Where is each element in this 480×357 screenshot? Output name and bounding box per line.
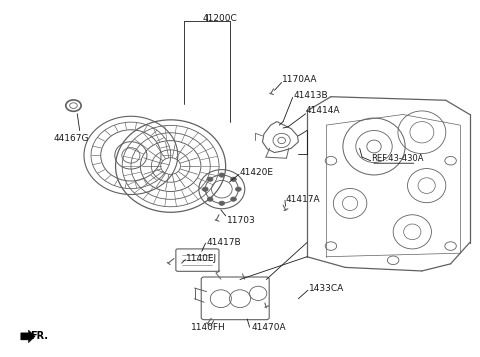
- Text: 1140EJ: 1140EJ: [186, 255, 217, 263]
- Circle shape: [207, 177, 213, 181]
- Text: 41414A: 41414A: [306, 106, 340, 115]
- Text: 11703: 11703: [227, 216, 255, 225]
- Circle shape: [203, 187, 208, 191]
- Circle shape: [207, 197, 213, 201]
- Text: 41200C: 41200C: [203, 14, 237, 23]
- Text: 41417A: 41417A: [286, 195, 321, 203]
- Text: 1140FH: 1140FH: [191, 323, 226, 332]
- Circle shape: [236, 187, 241, 191]
- Text: 41470A: 41470A: [252, 323, 286, 332]
- Circle shape: [230, 177, 236, 181]
- Circle shape: [230, 197, 236, 201]
- Text: FR.: FR.: [30, 331, 48, 341]
- Text: 1170AA: 1170AA: [282, 75, 318, 84]
- Text: REF.43-430A: REF.43-430A: [371, 155, 424, 164]
- Circle shape: [219, 201, 225, 205]
- Text: 41417B: 41417B: [206, 238, 241, 247]
- Text: 1433CA: 1433CA: [309, 284, 344, 293]
- Polygon shape: [21, 330, 35, 343]
- Circle shape: [219, 173, 225, 177]
- Text: 41420E: 41420E: [240, 167, 274, 177]
- Text: 44167G: 44167G: [54, 134, 89, 143]
- Text: 41413B: 41413B: [294, 91, 328, 101]
